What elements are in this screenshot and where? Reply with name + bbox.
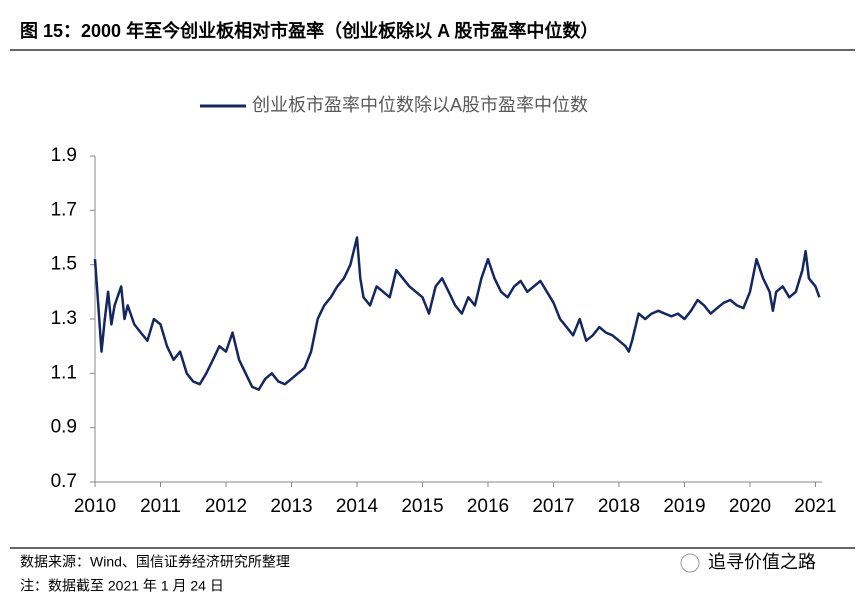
x-tick-label: 2020 <box>729 496 771 517</box>
x-tick-label: 2018 <box>598 496 640 517</box>
x-tick-label: 2012 <box>205 496 247 517</box>
y-tick-label: 1.5 <box>51 254 77 275</box>
x-tick-label: 2011 <box>140 496 181 517</box>
x-tick-label: 2013 <box>270 496 312 517</box>
watermark: 追寻价值之路 <box>708 552 816 572</box>
x-tick-label: 2016 <box>467 496 509 517</box>
y-tick-label: 0.9 <box>51 417 77 438</box>
x-tick-label: 2021 <box>794 496 836 517</box>
source: 数据来源：Wind、国信证券经济研究所整理 <box>20 554 290 570</box>
y-tick-label: 1.7 <box>51 199 77 220</box>
note: 注：数据截至 2021 年 1 月 24 日 <box>20 578 224 594</box>
y-tick-label: 1.9 <box>51 145 77 166</box>
y-tick-label: 1.1 <box>51 362 77 383</box>
x-tick-label: 2014 <box>336 496 379 517</box>
x-tick-label: 2017 <box>532 496 574 517</box>
y-tick-label: 1.3 <box>51 308 77 329</box>
y-tick-label: 0.7 <box>51 471 77 492</box>
watermark-icon <box>680 553 700 573</box>
x-tick-label: 2015 <box>401 496 443 517</box>
figure-title: 图 15：2000 年至今创业板相对市盈率（创业板除以 A 股市盈率中位数） <box>20 20 598 41</box>
series-line <box>93 236 821 391</box>
legend-label: 创业板市盈率中位数除以A股市盈率中位数 <box>252 95 588 115</box>
x-tick-label: 2019 <box>663 496 705 517</box>
x-tick-label: 2010 <box>74 496 116 517</box>
